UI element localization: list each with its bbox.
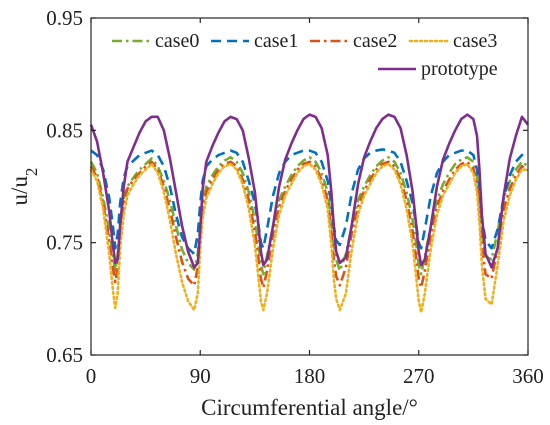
legend-label-case1: case1 — [254, 30, 298, 52]
x-tick-label: 90 — [190, 364, 211, 388]
y-axis-label-main: u/u — [7, 176, 32, 206]
axes: 0 90 180 270 360 0.65 0.75 0.85 0.95 — [46, 6, 544, 388]
series-line-case0 — [89, 155, 529, 276]
x-tick-label: 360 — [512, 364, 544, 388]
x-tick-label: 0 — [86, 364, 97, 388]
y-tick-label: 0.85 — [46, 118, 83, 142]
legend-label-case0: case0 — [155, 30, 199, 52]
legend-label-case3: case3 — [453, 30, 497, 52]
x-tick-label: 180 — [294, 364, 326, 388]
series-line-case3 — [89, 162, 530, 314]
series-line-case1 — [90, 148, 528, 256]
axis-labels: Circumferential angle/° u/u2 — [7, 168, 418, 420]
y-tick-label: 0.75 — [46, 231, 83, 255]
legend: case0 case1 case2 case3 prototype — [112, 30, 498, 80]
y-tick-label: 0.65 — [46, 343, 83, 367]
x-tick-label: 270 — [403, 364, 435, 388]
series-line-case2 — [89, 160, 529, 289]
x-axis-label: Circumferential angle/° — [201, 395, 418, 420]
y-axis-label-subscript: 2 — [22, 168, 41, 177]
series-lines — [89, 113, 530, 314]
y-tick-label: 0.95 — [46, 6, 83, 30]
y-axis-label: u/u2 — [7, 168, 41, 206]
series-line-prototype — [89, 113, 530, 269]
legend-label-prototype: prototype — [421, 58, 498, 80]
legend-label-case2: case2 — [353, 30, 397, 52]
